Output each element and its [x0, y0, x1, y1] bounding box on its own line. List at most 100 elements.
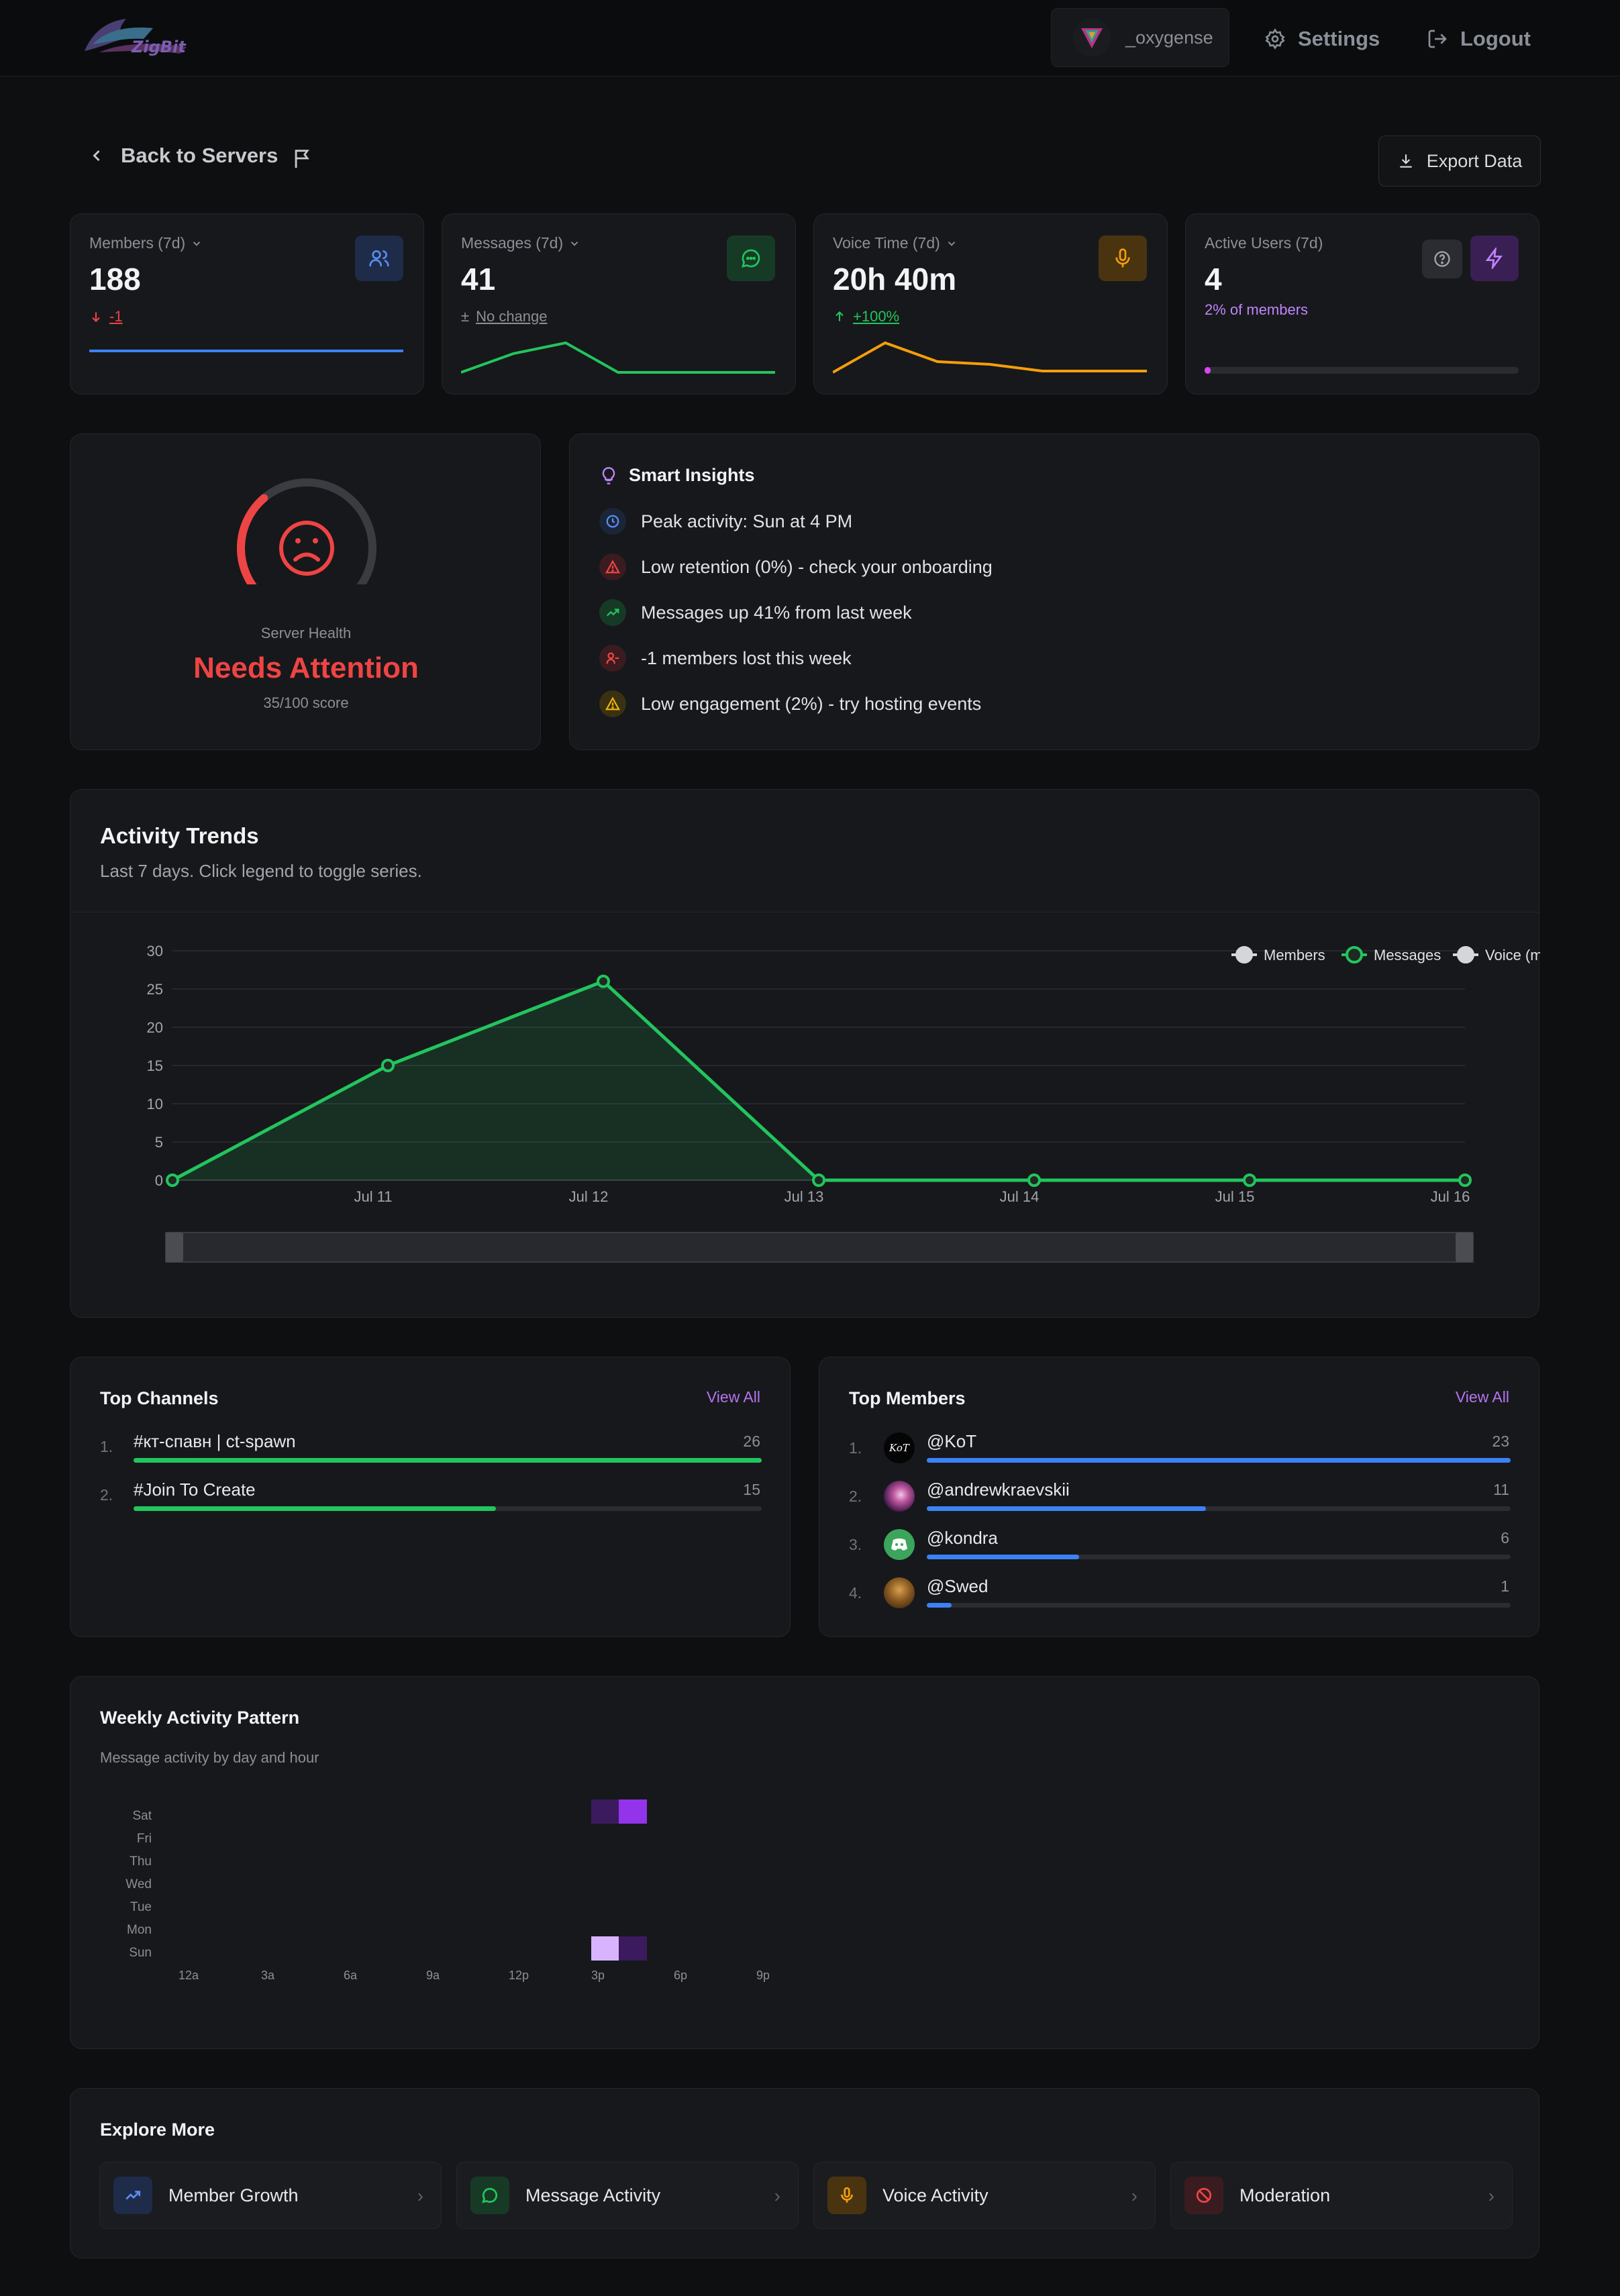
data-point[interactable]	[812, 1173, 825, 1187]
member-count: 6	[1501, 1529, 1509, 1547]
range-handle-right[interactable]	[1456, 1233, 1473, 1262]
heatmap-cell[interactable]	[619, 1936, 647, 1961]
heatmap-hour-label: 3a	[261, 1969, 275, 1982]
data-point[interactable]	[1243, 1173, 1256, 1187]
member-count: 23	[1492, 1432, 1509, 1450]
legend-label: Members	[1264, 947, 1325, 963]
channels-view-all-link[interactable]: View All	[706, 1388, 760, 1406]
stat-delta: ± No change	[461, 308, 548, 325]
health-label: Server Health	[260, 625, 352, 641]
active-users-stat-card[interactable]: Active Users (7d) 4 2% of members	[1185, 213, 1539, 395]
export-label: Export Data	[1426, 150, 1523, 171]
y-tick-label: 20	[147, 1019, 163, 1036]
y-tick-label: 0	[155, 1172, 163, 1189]
range-handle-left[interactable]	[166, 1233, 183, 1262]
member-count: 11	[1493, 1481, 1509, 1498]
member-name: @andrewkraevskii	[927, 1479, 1070, 1500]
heatmap-day-label: Sun	[129, 1946, 152, 1960]
legend-item[interactable]: Messages	[1341, 946, 1441, 963]
trending-up-icon	[113, 2177, 152, 2214]
lightbulb-icon	[602, 466, 615, 484]
messages-area	[172, 981, 1465, 1180]
stat-label[interactable]: Messages (7d)	[461, 234, 580, 252]
insight-item: Low engagement (2%) - try hosting events	[599, 690, 981, 717]
legend-item[interactable]: Members	[1231, 946, 1325, 963]
chart-range-slider[interactable]	[165, 1232, 1474, 1263]
explore-label: Member Growth	[168, 2185, 299, 2205]
heatmap-day-label: Mon	[127, 1923, 152, 1937]
logout-label: Logout	[1460, 27, 1531, 50]
user-avatar	[1073, 19, 1111, 56]
legend-label: Voice (min)	[1485, 947, 1540, 963]
settings-label: Settings	[1298, 27, 1380, 50]
member-avatar	[884, 1481, 915, 1512]
channel-name: #кт-спавн | ct-spawn	[134, 1431, 296, 1451]
channel-rank: 1.	[100, 1438, 113, 1455]
microphone-icon	[1099, 236, 1147, 281]
members-view-all-link[interactable]: View All	[1455, 1388, 1509, 1406]
stat-label[interactable]: Voice Time (7d)	[833, 234, 958, 252]
chevron-right-icon: ›	[417, 2185, 423, 2206]
heatmap-cell[interactable]	[591, 1799, 619, 1824]
legend-item[interactable]: Voice (min)	[1453, 946, 1540, 963]
message-activity-link[interactable]: Message Activity ›	[456, 2162, 799, 2229]
moderation-link[interactable]: Moderation ›	[1170, 2162, 1513, 2229]
x-tick-label: Jul 16	[1431, 1188, 1470, 1205]
chevron-down-icon	[193, 241, 201, 246]
heatmap-day-label: Tue	[130, 1900, 152, 1914]
member-growth-link[interactable]: Member Growth ›	[99, 2162, 442, 2229]
x-tick-label: Jul 12	[569, 1188, 609, 1205]
logout-link[interactable]: Logout	[1427, 20, 1531, 58]
stat-label[interactable]: Members (7d)	[89, 234, 203, 252]
health-score: 35/100 score	[263, 694, 349, 711]
data-point[interactable]	[381, 1059, 395, 1072]
data-point[interactable]	[166, 1173, 179, 1187]
voice-sparkline	[833, 341, 1147, 374]
y-tick-label: 10	[147, 1096, 163, 1112]
insight-item: Peak activity: Sun at 4 PM	[599, 508, 852, 535]
plus-minus-icon: ±	[461, 308, 470, 325]
heatmap-hour-label: 6p	[674, 1969, 688, 1982]
member-name: @kondra	[927, 1528, 998, 1548]
flag-icon[interactable]	[291, 146, 314, 174]
ban-icon	[1184, 2177, 1223, 2214]
voice-activity-link[interactable]: Voice Activity ›	[813, 2162, 1156, 2229]
member-bar-track	[927, 1555, 1511, 1559]
help-icon[interactable]	[1422, 240, 1462, 278]
chevron-right-icon: ›	[774, 2185, 780, 2206]
legend-label: Messages	[1374, 947, 1441, 963]
messages-stat-card[interactable]: Messages (7d) 41 ± No change	[442, 213, 796, 395]
channel-count: 26	[743, 1432, 760, 1450]
discord-icon	[884, 1529, 915, 1560]
explore-label: Voice Activity	[882, 2185, 989, 2205]
heatmap-cell[interactable]	[619, 1799, 647, 1824]
zigbit-logo[interactable]: ZigBit	[79, 12, 200, 63]
alert-triangle-icon	[599, 554, 626, 580]
activity-line-chart[interactable]: 0 5 10 15 20 25 30 Jul 11 Jul 12 Jul 13 Jul 14 Jul…	[70, 924, 1540, 1313]
chevron-right-icon: ›	[1131, 2185, 1137, 2206]
heatmap-cell[interactable]	[591, 1936, 619, 1961]
member-rank: 4.	[849, 1584, 862, 1602]
settings-link[interactable]: Settings	[1264, 20, 1380, 58]
channel-bar-track	[134, 1506, 762, 1511]
y-tick-label: 15	[147, 1057, 163, 1074]
data-point[interactable]	[597, 974, 610, 988]
channel-rank: 2.	[100, 1486, 113, 1504]
member-bar-track	[927, 1458, 1511, 1463]
member-bar-fill	[927, 1555, 1080, 1559]
top-channels-title: Top Channels	[100, 1388, 219, 1408]
y-tick-label: 5	[155, 1134, 163, 1151]
voice-time-stat-card[interactable]: Voice Time (7d) 20h 40m +100%	[813, 213, 1168, 395]
sad-face-icon	[279, 521, 334, 576]
data-point[interactable]	[1458, 1173, 1472, 1187]
data-point[interactable]	[1027, 1173, 1041, 1187]
health-status: Needs Attention	[193, 651, 419, 684]
user-menu[interactable]: _oxygense	[1051, 8, 1229, 67]
back-to-servers-link[interactable]: Back to Servers	[87, 144, 278, 168]
chevron-right-icon: ›	[1488, 2185, 1495, 2206]
heatmap-day-label: Fri	[136, 1832, 152, 1846]
export-data-button[interactable]: Export Data	[1378, 136, 1541, 187]
y-tick-label: 25	[147, 981, 163, 998]
member-avatar	[884, 1577, 915, 1608]
members-stat-card[interactable]: Members (7d) 188 -1	[70, 213, 424, 395]
